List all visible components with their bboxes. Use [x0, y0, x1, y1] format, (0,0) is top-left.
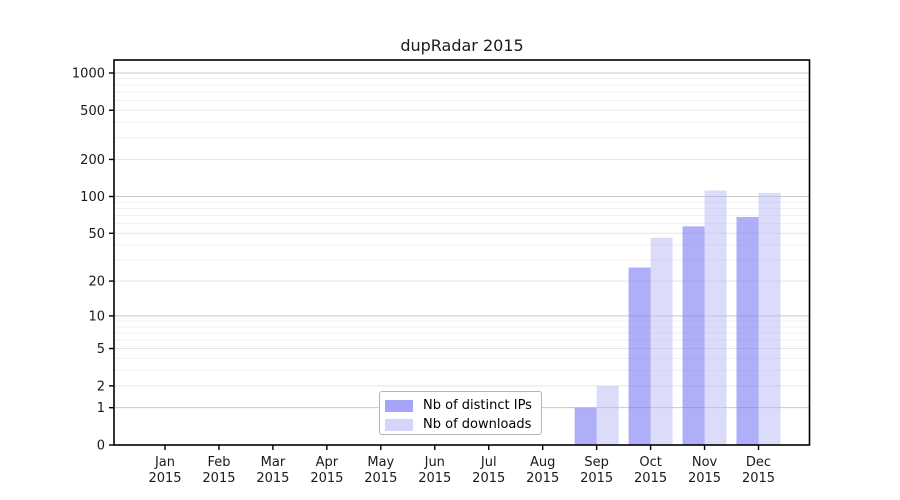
x-tick-label-month: Nov — [692, 455, 718, 470]
legend-swatch-downloads — [385, 418, 413, 431]
y-tick-label: 500 — [80, 104, 105, 119]
y-tick-label: 5 — [97, 342, 105, 357]
legend: Nb of distinct IPs Nb of downloads — [379, 391, 542, 435]
y-tick-label: 20 — [88, 275, 105, 290]
x-tick-label-year: 2015 — [526, 471, 559, 486]
x-tick-label-year: 2015 — [256, 471, 289, 486]
legend-entry-distinct-ips: Nb of distinct IPs — [385, 397, 541, 414]
legend-label-distinct-ips: Nb of distinct IPs — [423, 398, 532, 413]
x-tick-label-year: 2015 — [148, 471, 181, 486]
bar-nov-distinct-ips — [682, 226, 705, 445]
x-tick-label-year: 2015 — [634, 471, 667, 486]
bar-nov-downloads — [704, 190, 727, 445]
x-tick-label-month: Jun — [424, 455, 445, 470]
x-tick-label-month: Apr — [316, 455, 339, 470]
y-tick-label: 0 — [97, 439, 105, 454]
x-tick-label-month: Jul — [480, 455, 497, 470]
x-tick-label-year: 2015 — [310, 471, 343, 486]
x-tick-label-month: Feb — [207, 455, 230, 470]
y-tick-label: 2 — [97, 379, 105, 394]
bar-oct-distinct-ips — [628, 267, 651, 445]
bar-sep-distinct-ips — [574, 407, 597, 445]
y-tick-label: 100 — [80, 190, 105, 205]
x-tick-label-year: 2015 — [742, 471, 775, 486]
plot-border — [113, 59, 811, 446]
x-tick-label-month: May — [367, 455, 394, 470]
y-tick-label: 1 — [97, 401, 105, 416]
x-tick-label-year: 2015 — [364, 471, 397, 486]
x-tick-label-month: Aug — [530, 455, 555, 470]
x-tick-label-year: 2015 — [202, 471, 235, 486]
bar-sep-downloads — [596, 385, 619, 445]
x-tick-label-year: 2015 — [688, 471, 721, 486]
legend-swatch-distinct-ips — [385, 399, 413, 412]
chart-title: dupRadar 2015 — [400, 36, 524, 55]
x-tick-label-month: Oct — [639, 455, 661, 470]
y-tick-label: 200 — [80, 153, 105, 168]
x-tick-label-year: 2015 — [580, 471, 613, 486]
x-tick-label-month: Mar — [261, 455, 286, 470]
x-tick-label-month: Jan — [154, 455, 175, 470]
bar-oct-downloads — [650, 237, 673, 445]
y-tick-label: 10 — [88, 309, 105, 324]
legend-entry-downloads: Nb of downloads — [385, 416, 541, 433]
bar-dec-distinct-ips — [736, 217, 759, 445]
x-tick-label-year: 2015 — [418, 471, 451, 486]
y-tick-label: 1000 — [72, 67, 105, 82]
bar-dec-downloads — [758, 192, 781, 445]
x-tick-label-month: Dec — [746, 455, 771, 470]
x-tick-label-month: Sep — [584, 455, 609, 470]
legend-label-downloads: Nb of downloads — [423, 417, 532, 432]
y-tick-label: 50 — [88, 227, 105, 242]
x-tick-label-year: 2015 — [472, 471, 505, 486]
